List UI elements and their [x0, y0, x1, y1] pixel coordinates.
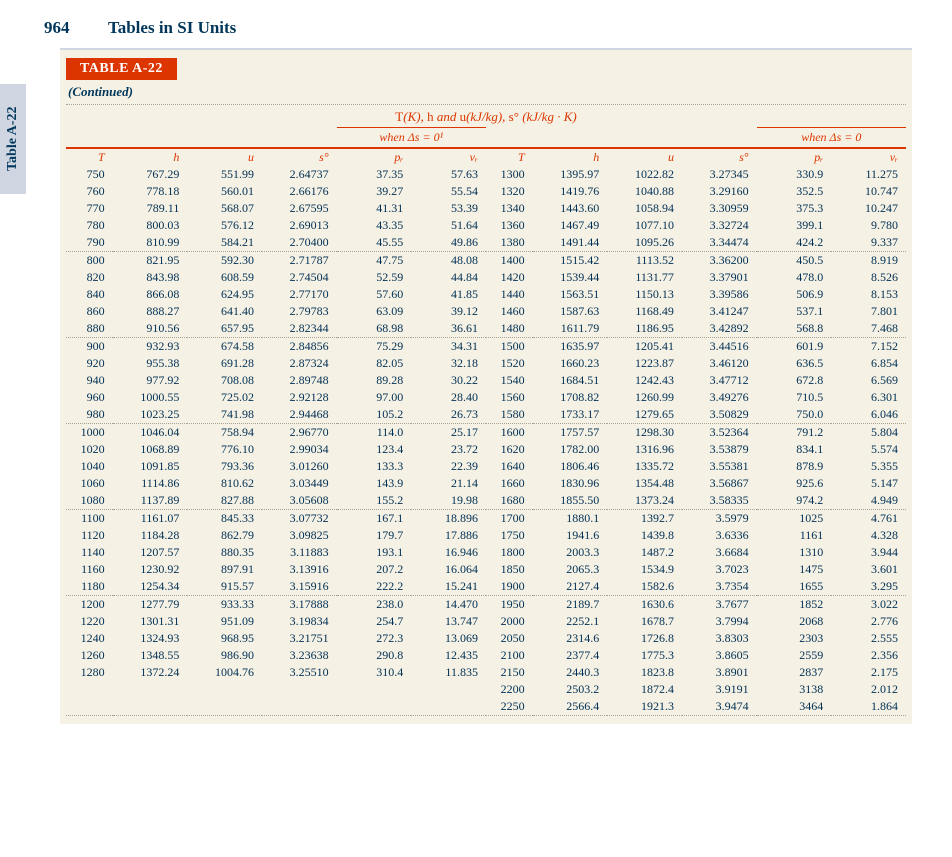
table-row: 900932.93674.582.8485675.2934.3115001635… — [66, 338, 906, 356]
table-row: 12401324.93968.953.21751272.313.06920502… — [66, 630, 906, 647]
when-right: when Δs = 0 — [757, 128, 906, 149]
table-row: 770789.11568.072.6759541.3153.3913401443… — [66, 200, 906, 217]
table-row: 10601114.86810.623.03449143.921.14166018… — [66, 475, 906, 492]
table-row: 750767.29551.992.6473737.3557.6313001395… — [66, 166, 906, 183]
table-row: 12001277.79933.333.17888238.014.47019502… — [66, 596, 906, 614]
table-row: 820843.98608.592.7450452.5944.8414201539… — [66, 269, 906, 286]
column-headers: Th us° pᵣvᵣ Th us° pᵣvᵣ — [66, 148, 906, 166]
table-row: 22002503.21872.43.919131382.012 — [66, 681, 906, 698]
table-row: 10201068.89776.102.99034123.423.72162017… — [66, 441, 906, 458]
continued-label: (Continued) — [66, 84, 906, 105]
table-panel: TABLE A-22 (Continued) T(K), h and u(kJ/… — [60, 48, 912, 724]
table-row: 880910.56657.952.8234468.9836.6114801611… — [66, 320, 906, 338]
table-row: 760778.18560.012.6617639.2755.5413201419… — [66, 183, 906, 200]
table-row: 10401091.85793.363.01260133.322.39164018… — [66, 458, 906, 475]
table-row: 11201184.28862.793.09825179.717.88617501… — [66, 527, 906, 544]
page-number: 964 — [44, 18, 104, 38]
table-row: 940977.92708.082.8974889.2830.2215401684… — [66, 372, 906, 389]
table-row: 840866.08624.952.7717057.6041.8514401563… — [66, 286, 906, 303]
table-label: TABLE A-22 — [66, 58, 177, 80]
table-caption: T(K), h and u(kJ/kg), s° (kJ/kg · K) — [66, 105, 906, 127]
when-left: when Δs = 0¹ — [337, 128, 486, 149]
page-title: Tables in SI Units — [108, 18, 236, 37]
table-row: 860888.27641.402.7978363.0939.1214601587… — [66, 303, 906, 320]
table-row: 780800.03576.122.6901343.3551.6413601467… — [66, 217, 906, 234]
table-row: 12601348.55986.903.23638290.812.43521002… — [66, 647, 906, 664]
table-row: 10001046.04758.942.96770114.025.17160017… — [66, 424, 906, 442]
table-row: 22502566.41921.33.947434641.864 — [66, 698, 906, 716]
table-row: 10801137.89827.883.05608155.219.98168018… — [66, 492, 906, 510]
table-row: 11401207.57880.353.11883193.116.94618002… — [66, 544, 906, 561]
table-row: 12201301.31951.093.19834254.713.74720002… — [66, 613, 906, 630]
table-row: 11601230.92897.913.13916207.216.06418502… — [66, 561, 906, 578]
table-row: 9601000.55725.022.9212897.0028.401560170… — [66, 389, 906, 406]
table-row: 920955.38691.282.8732482.0532.1815201660… — [66, 355, 906, 372]
data-table: when Δs = 0¹ when Δs = 0 Th us° pᵣvᵣ Th … — [66, 127, 906, 716]
table-row: 790810.99584.212.7040045.5549.8613801491… — [66, 234, 906, 252]
page-header: 964 Tables in SI Units — [0, 0, 952, 38]
table-row: 11801254.34915.573.15916222.215.24119002… — [66, 578, 906, 596]
table-row: 800821.95592.302.7178747.7548.0814001515… — [66, 252, 906, 270]
table-row: 12801372.241004.763.25510310.411.8352150… — [66, 664, 906, 681]
side-tab: Table A-22 — [0, 84, 26, 194]
table-row: 9801023.25741.982.94468105.226.731580173… — [66, 406, 906, 424]
table-row: 11001161.07845.333.07732167.118.89617001… — [66, 510, 906, 528]
